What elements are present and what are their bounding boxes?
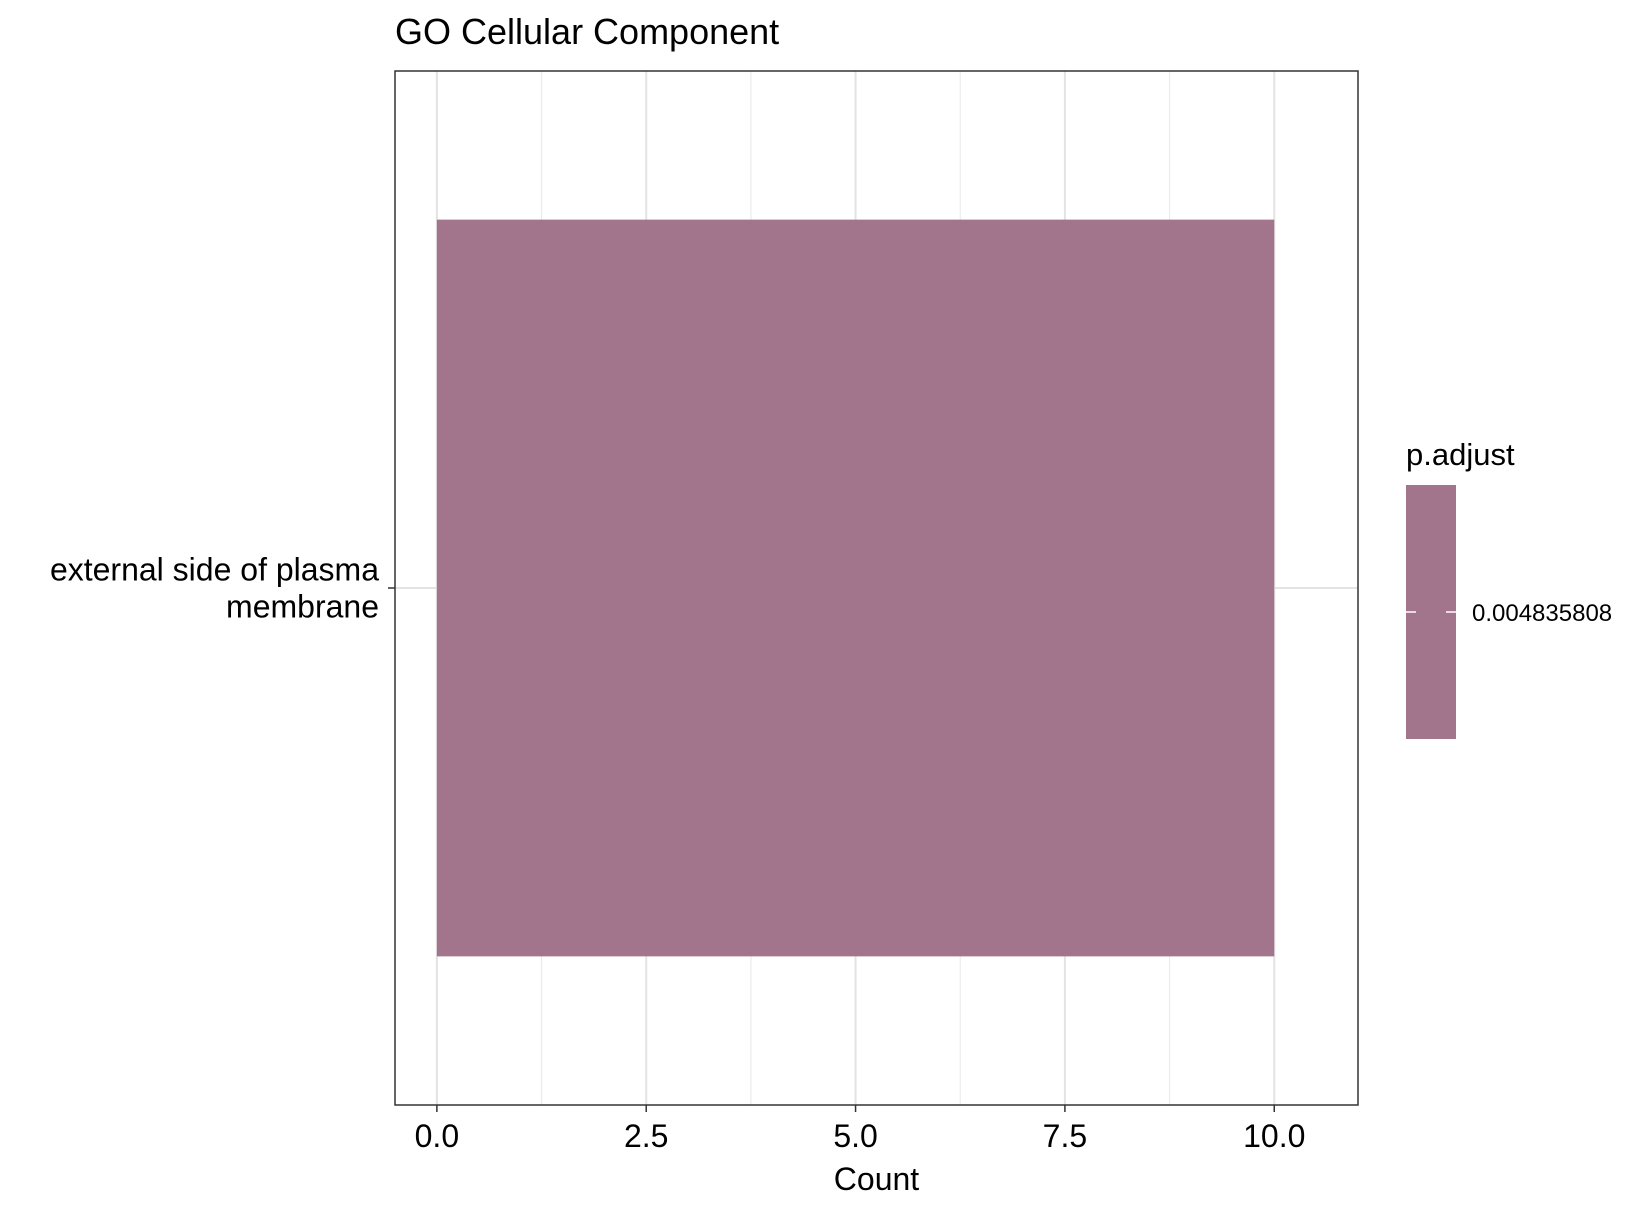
x-axis-title: Count	[834, 1161, 920, 1197]
y-tick-label: membrane	[226, 589, 379, 625]
bar-layer	[436, 219, 1275, 957]
legend-value-label: 0.004835808	[1472, 600, 1612, 627]
x-tick-label: 7.5	[1043, 1118, 1087, 1154]
x-tick-label: 0.0	[415, 1118, 459, 1154]
x-tick-label: 2.5	[624, 1118, 668, 1154]
bar	[436, 219, 1275, 957]
y-tick-label: external side of plasma	[50, 552, 379, 588]
x-tick-label: 10.0	[1243, 1118, 1305, 1154]
legend-title: p.adjust	[1406, 437, 1515, 472]
legend: p.adjust 0.004835808	[1406, 437, 1612, 739]
chart-title: GO Cellular Component	[395, 11, 779, 52]
x-tick-label: 5.0	[833, 1118, 877, 1154]
x-axis: 0.0 2.5 5.0 7.5 10.0	[415, 1105, 1305, 1154]
